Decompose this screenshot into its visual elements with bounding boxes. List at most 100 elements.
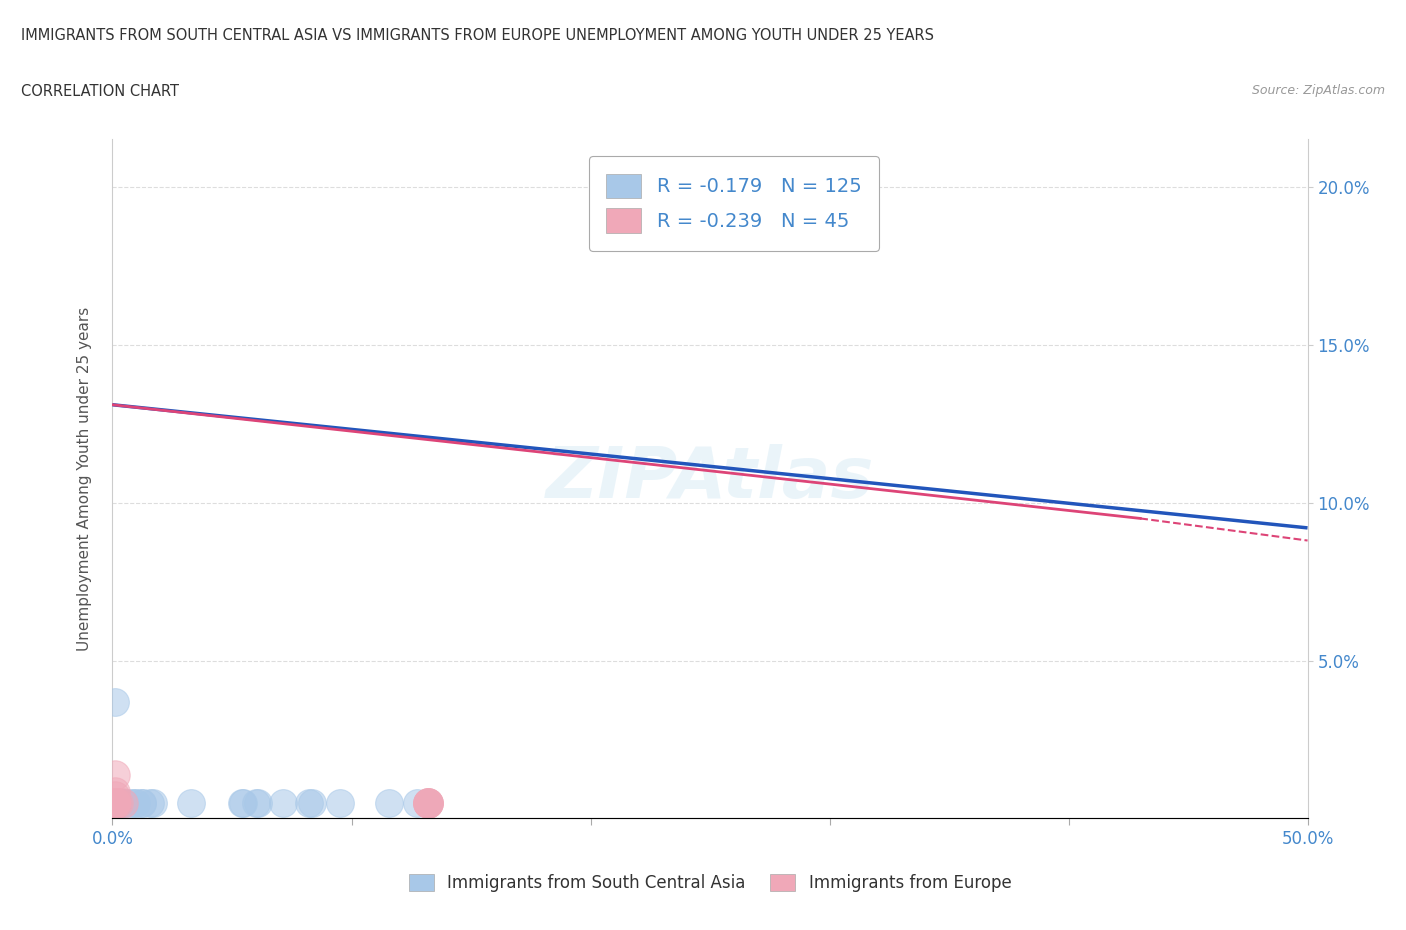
Point bbox=[104, 785, 127, 800]
Point bbox=[104, 795, 127, 810]
Point bbox=[104, 795, 127, 810]
Text: ZIPAtlas: ZIPAtlas bbox=[546, 445, 875, 513]
Point bbox=[104, 795, 127, 810]
Point bbox=[104, 795, 127, 810]
Point bbox=[104, 795, 127, 810]
Point bbox=[104, 795, 127, 810]
Point bbox=[104, 795, 127, 810]
Point bbox=[104, 795, 127, 810]
Point bbox=[104, 795, 127, 810]
Point bbox=[104, 795, 127, 810]
Point bbox=[104, 795, 127, 810]
Point bbox=[104, 795, 127, 810]
Point bbox=[104, 795, 127, 810]
Point bbox=[104, 795, 127, 810]
Point bbox=[406, 795, 429, 810]
Text: IMMIGRANTS FROM SOUTH CENTRAL ASIA VS IMMIGRANTS FROM EUROPE UNEMPLOYMENT AMONG : IMMIGRANTS FROM SOUTH CENTRAL ASIA VS IM… bbox=[21, 28, 934, 43]
Point bbox=[104, 795, 127, 810]
Point bbox=[416, 795, 439, 810]
Point bbox=[104, 795, 127, 810]
Point bbox=[104, 795, 127, 810]
Point bbox=[104, 795, 127, 810]
Point bbox=[104, 795, 127, 810]
Point bbox=[104, 795, 127, 810]
Point bbox=[378, 795, 401, 810]
Legend: Immigrants from South Central Asia, Immigrants from Europe: Immigrants from South Central Asia, Immi… bbox=[402, 868, 1018, 899]
Point bbox=[232, 795, 254, 810]
Point bbox=[104, 795, 127, 810]
Point bbox=[104, 767, 127, 782]
Point bbox=[104, 795, 127, 810]
Point bbox=[104, 795, 127, 810]
Point bbox=[104, 795, 127, 810]
Point bbox=[104, 795, 127, 810]
Point bbox=[104, 795, 127, 810]
Point bbox=[104, 795, 127, 810]
Point bbox=[104, 789, 127, 804]
Point bbox=[111, 795, 134, 810]
Point bbox=[416, 795, 439, 810]
Point bbox=[104, 795, 127, 810]
Point bbox=[104, 795, 127, 810]
Point bbox=[104, 795, 127, 810]
Point bbox=[104, 695, 127, 710]
Point bbox=[104, 795, 127, 810]
Point bbox=[104, 795, 127, 810]
Point bbox=[104, 795, 127, 810]
Point bbox=[180, 795, 202, 810]
Point bbox=[104, 795, 127, 810]
Point bbox=[104, 795, 127, 810]
Point bbox=[104, 795, 127, 810]
Point bbox=[104, 795, 127, 810]
Point bbox=[104, 795, 127, 810]
Point bbox=[104, 795, 127, 810]
Point bbox=[104, 795, 127, 810]
Point bbox=[111, 795, 134, 810]
Point bbox=[122, 795, 145, 810]
Point bbox=[104, 795, 127, 810]
Point bbox=[104, 795, 127, 810]
Point bbox=[104, 795, 127, 810]
Point bbox=[104, 795, 127, 810]
Point bbox=[105, 795, 128, 810]
Point bbox=[104, 795, 127, 810]
Point bbox=[104, 795, 127, 810]
Point bbox=[131, 795, 153, 810]
Point bbox=[104, 795, 127, 810]
Point bbox=[416, 795, 439, 810]
Point bbox=[104, 795, 127, 810]
Point bbox=[104, 795, 127, 810]
Point bbox=[104, 795, 127, 810]
Point bbox=[104, 795, 127, 810]
Point bbox=[131, 795, 153, 810]
Point bbox=[416, 795, 439, 810]
Point bbox=[104, 795, 127, 810]
Point bbox=[104, 795, 127, 810]
Point bbox=[104, 795, 127, 810]
Point bbox=[104, 795, 127, 810]
Point bbox=[104, 795, 127, 810]
Text: Source: ZipAtlas.com: Source: ZipAtlas.com bbox=[1251, 84, 1385, 97]
Point bbox=[104, 795, 127, 810]
Point bbox=[104, 795, 127, 810]
Point bbox=[416, 795, 439, 810]
Point bbox=[416, 795, 439, 810]
Point bbox=[104, 795, 127, 810]
Point bbox=[104, 795, 127, 810]
Point bbox=[104, 795, 127, 810]
Point bbox=[105, 795, 128, 810]
Point bbox=[104, 795, 127, 810]
Point bbox=[104, 795, 127, 810]
Point bbox=[104, 795, 127, 810]
Point bbox=[104, 795, 127, 810]
Point bbox=[104, 795, 127, 810]
Point bbox=[104, 795, 127, 810]
Point bbox=[104, 795, 127, 810]
Point bbox=[416, 795, 439, 810]
Point bbox=[120, 795, 142, 810]
Point bbox=[104, 795, 127, 810]
Point bbox=[104, 795, 127, 810]
Point bbox=[104, 795, 127, 810]
Point bbox=[104, 795, 127, 810]
Point bbox=[104, 795, 127, 810]
